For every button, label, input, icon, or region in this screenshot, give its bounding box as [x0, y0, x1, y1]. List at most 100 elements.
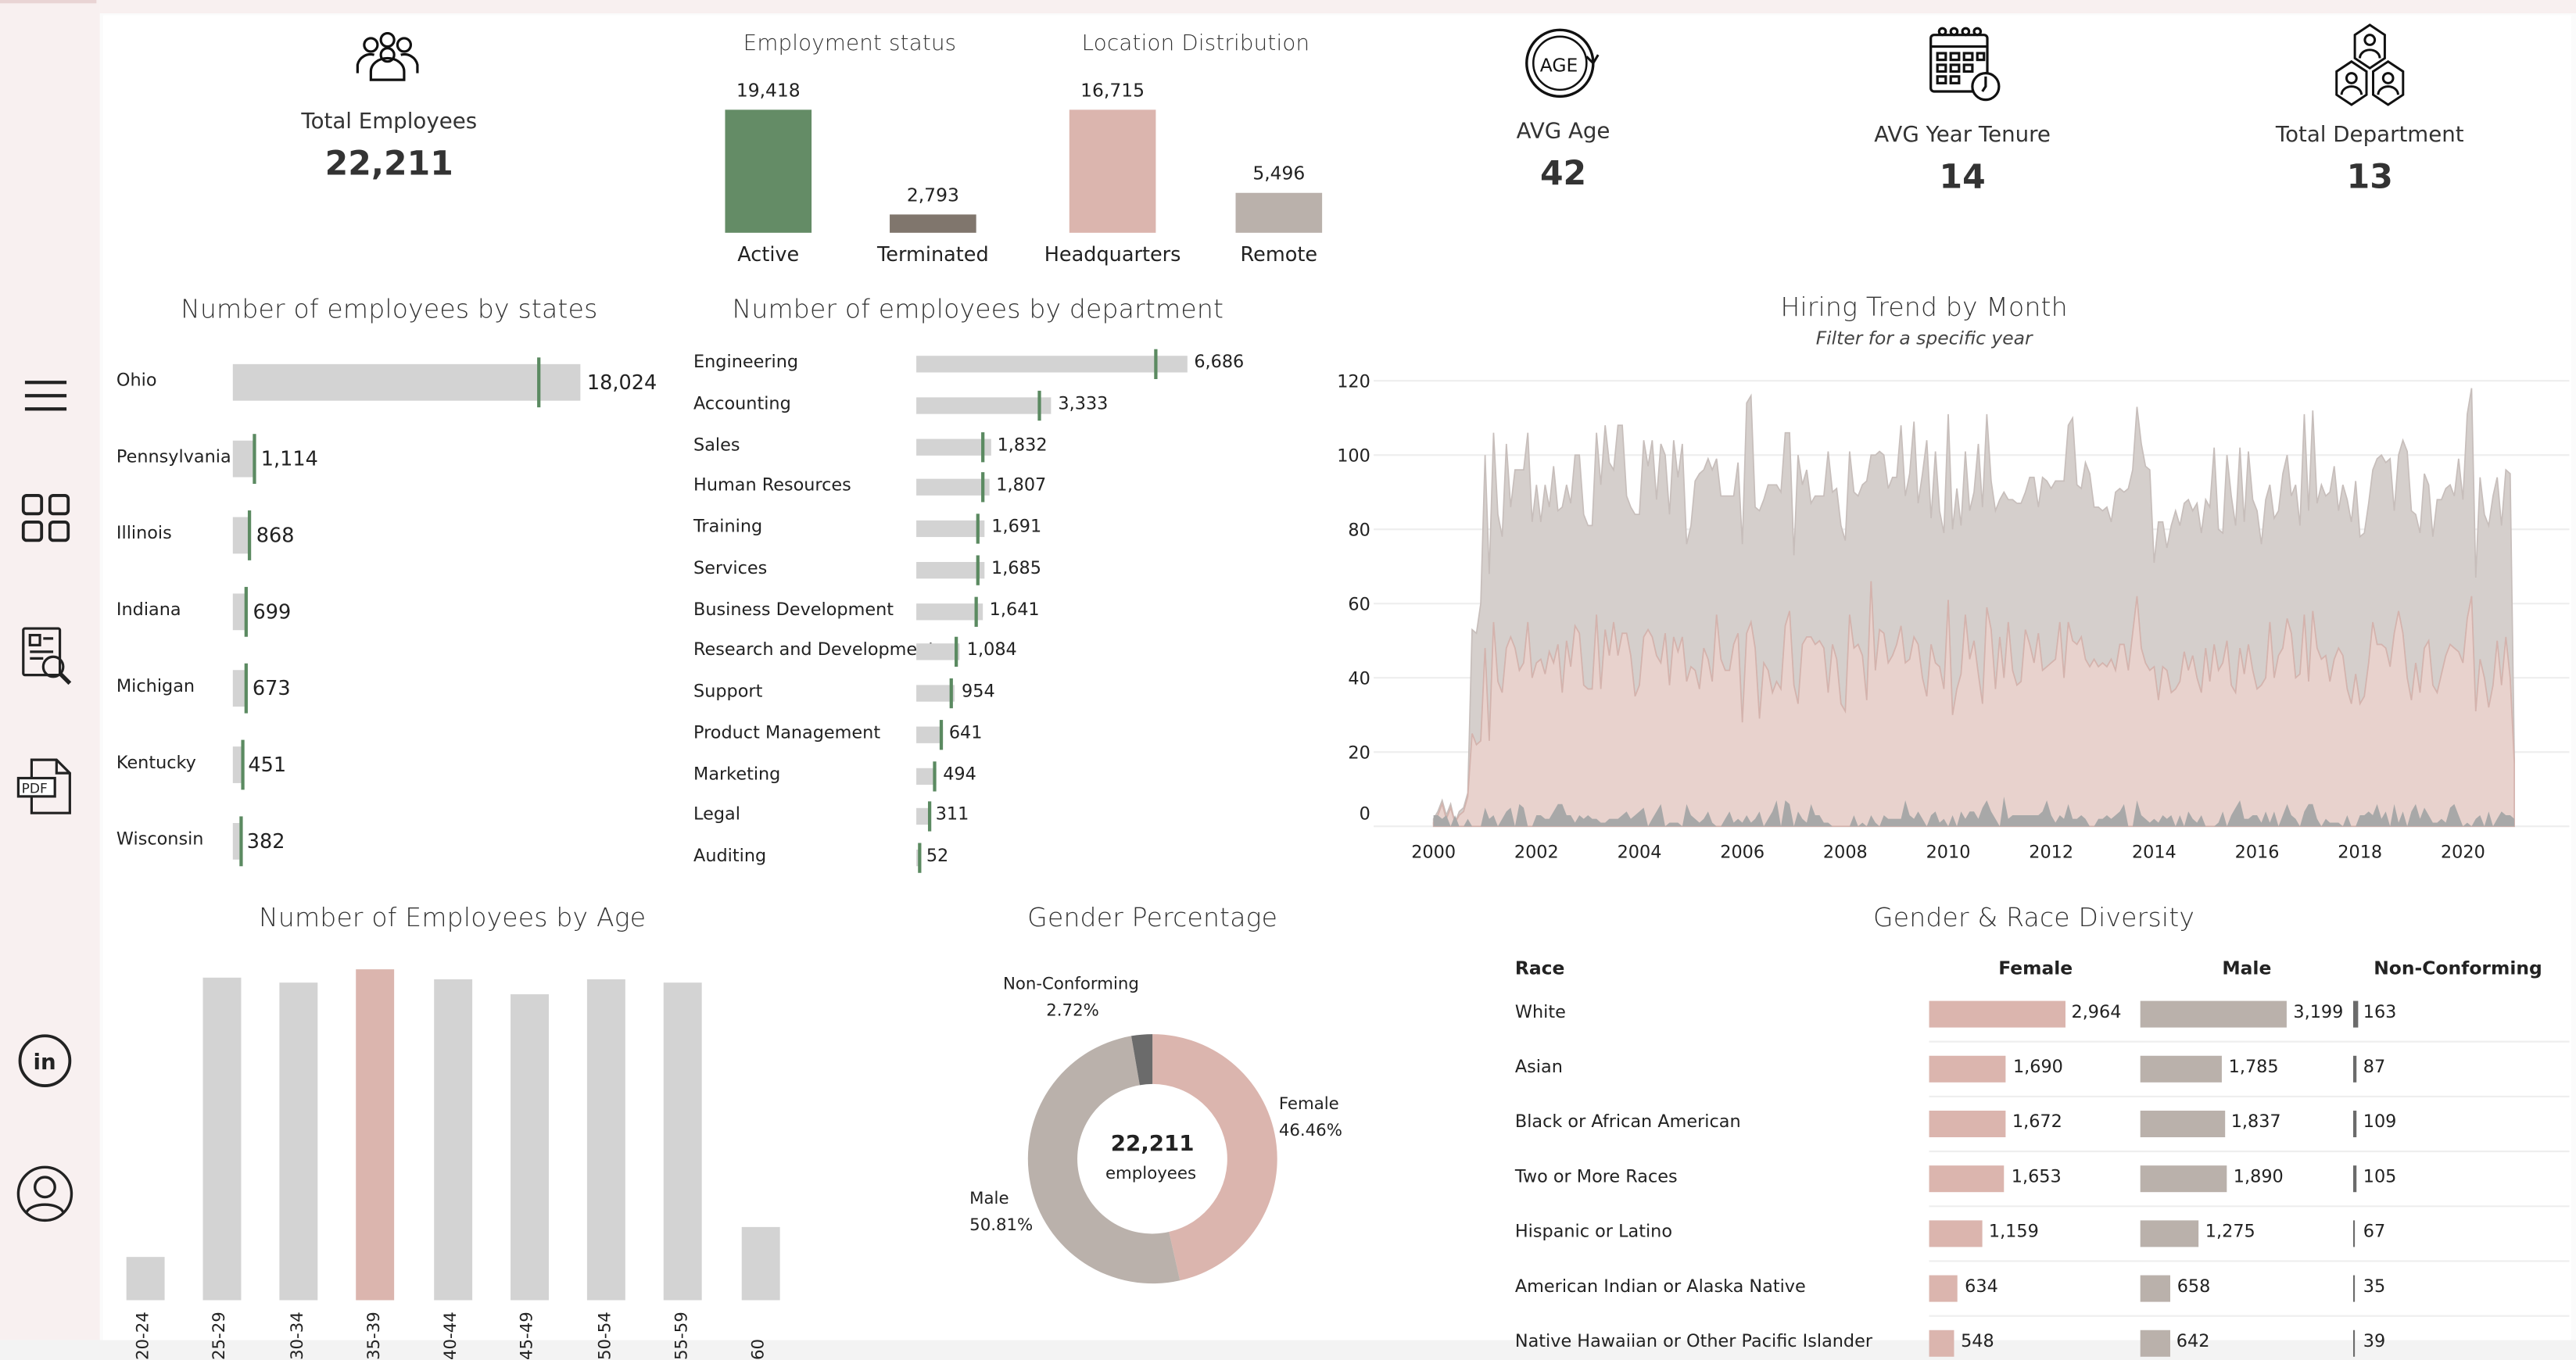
value-label: 1,832: [997, 435, 1048, 455]
bar-category-label: Remote: [1240, 242, 1318, 267]
calendar-clock-icon: [1922, 23, 2002, 113]
people-icon: [351, 30, 425, 93]
grid-icon[interactable]: [16, 491, 77, 551]
non-conforming-bar: [2352, 1165, 2357, 1193]
value-label: 18,024: [586, 370, 657, 395]
non-conforming-bar: [2352, 1110, 2357, 1138]
reference-marker: [239, 816, 243, 867]
y-tick-label: 100: [1337, 446, 1370, 467]
user-icon[interactable]: [16, 1164, 77, 1224]
male-slice-label: 50.81%: [969, 1217, 1034, 1236]
reference-marker: [248, 510, 252, 560]
row-separator: [1929, 1315, 2570, 1317]
category-label: Support: [693, 682, 763, 702]
category-label: Business Development: [693, 599, 894, 620]
avg-tenure-label: AVG Year Tenure: [1874, 123, 2051, 149]
total-employees-value: 22,211: [324, 142, 453, 183]
bar-category-label: Terminated: [876, 242, 989, 267]
non-conforming-value: 105: [2363, 1167, 2397, 1187]
hiring-trend-chart: 0 20 40 60 80 100 120 2000 2002 2004 2006 2008 2010 2…: [1337, 372, 2570, 863]
value-label: 1,641: [989, 599, 1040, 620]
race-label: Black or African American: [1514, 1112, 1741, 1133]
male-value: 1,837: [2230, 1112, 2281, 1133]
value-label: 1,691: [991, 517, 1042, 538]
male-value: 658: [2177, 1276, 2211, 1297]
female-value: 548: [1961, 1331, 1994, 1352]
reference-marker: [980, 472, 984, 503]
age-bar: [202, 977, 241, 1301]
age-bar: [586, 979, 625, 1301]
row-separator: [1929, 1095, 2570, 1097]
reference-marker: [245, 586, 249, 637]
reference-marker: [927, 801, 931, 832]
y-tick-label: 20: [1348, 743, 1370, 764]
bar: [916, 561, 985, 578]
category-label: Kentucky: [116, 753, 196, 774]
category-label: Product Management: [693, 722, 881, 743]
hiring-trend-subtitle[interactable]: Filter for a specific year: [1815, 327, 2033, 349]
female-value: 2,964: [2071, 1002, 2122, 1023]
y-tick-label: 0: [1360, 804, 1370, 825]
bar: [232, 822, 241, 860]
category-label: Human Resources: [693, 475, 851, 496]
value-label: 311: [935, 805, 969, 825]
menu-icon[interactable]: [16, 366, 77, 426]
category-label: Ohio: [116, 370, 157, 391]
non-conforming-bar: [2352, 1330, 2356, 1357]
donut-center-label: employees: [1105, 1165, 1197, 1184]
non-conforming-value: 87: [2363, 1057, 2386, 1078]
x-tick-label: 2016: [2235, 843, 2280, 863]
category-label: Engineering: [693, 352, 799, 373]
race-label: Native Hawaiian or Other Pacific Islande…: [1514, 1331, 1873, 1352]
col-header-female: Female: [1998, 957, 2073, 979]
bar: [916, 849, 920, 867]
category-label: Legal: [693, 805, 740, 825]
reference-marker: [950, 678, 954, 709]
value-label: 6,686: [1194, 352, 1245, 373]
value-label: 451: [248, 753, 287, 777]
category-label: Marketing: [693, 764, 781, 784]
category-label: Illinois: [116, 524, 172, 544]
male-bar: [2140, 1220, 2199, 1247]
total-department-label: Total Department: [2275, 123, 2464, 149]
avg-age-value: 42: [1539, 152, 1587, 193]
female-bar: [1929, 1220, 1983, 1247]
female-slice-name: Female: [1278, 1095, 1339, 1115]
race-label: White: [1514, 1002, 1566, 1023]
x-tick-label: 2010: [1926, 843, 1971, 863]
x-tick-label: 2012: [2029, 843, 2073, 863]
reference-marker: [933, 761, 937, 791]
document-search-icon[interactable]: [16, 625, 77, 685]
reference-marker: [252, 434, 256, 485]
value-label: 494: [943, 764, 976, 784]
value-label: 52: [926, 846, 949, 867]
reference-marker: [976, 514, 980, 544]
total-department-value: 13: [2346, 156, 2393, 197]
sidebar: PDF in: [0, 0, 100, 1340]
male-bar: [2140, 1330, 2170, 1357]
y-tick-label: 80: [1348, 521, 1370, 541]
male-value: 642: [2176, 1331, 2210, 1352]
nc-slice-label: 2.72%: [1046, 1002, 1099, 1022]
bar-value-label: 2,793: [906, 184, 959, 207]
non-conforming-bar: [2352, 1220, 2356, 1247]
linkedin-icon[interactable]: in: [16, 1031, 77, 1091]
bar: [916, 767, 937, 784]
value-label: 868: [256, 524, 295, 547]
x-tick-label: 2000: [1411, 843, 1456, 863]
avg-age-label: AVG Age: [1516, 120, 1610, 145]
location-distribution-title: Location Distribution: [1081, 31, 1310, 57]
bar: [232, 670, 246, 707]
y-tick-label: 60: [1348, 595, 1370, 615]
bar-category-label: Headquarters: [1044, 242, 1181, 267]
age-bar: [740, 1226, 779, 1301]
diversity-table-title: Gender & Race Diversity: [1873, 903, 2195, 933]
reference-marker: [974, 596, 978, 626]
male-value: 3,199: [2293, 1002, 2344, 1023]
bar: [916, 808, 930, 825]
pdf-icon[interactable]: PDF: [16, 757, 77, 817]
svg-text:AGE: AGE: [1540, 54, 1578, 76]
age-bar: [664, 982, 703, 1301]
bar-remote: [1235, 192, 1323, 233]
